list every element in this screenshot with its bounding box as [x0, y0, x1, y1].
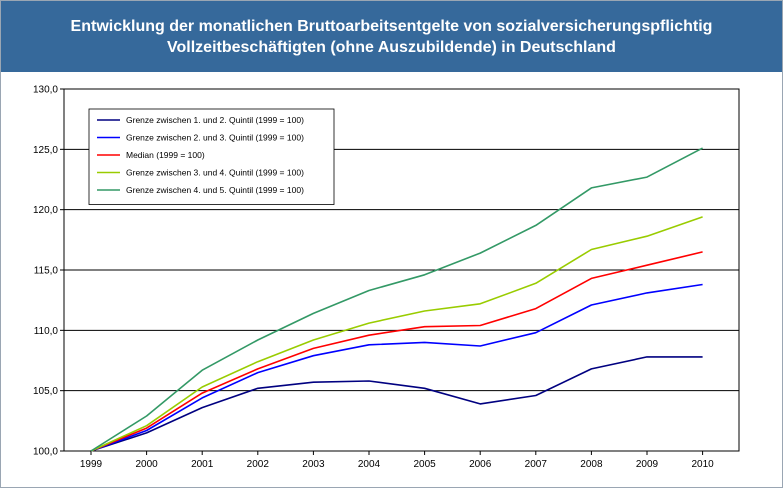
y-tick-label: 130,0 [33, 85, 58, 96]
series-line-4 [90, 216, 703, 452]
legend-label-1: Grenze zwischen 1. und 2. Quintil (1999 … [126, 115, 304, 125]
series-line-5 [90, 147, 703, 452]
y-tick-label: 105,0 [33, 386, 58, 397]
y-tick-label: 125,0 [33, 145, 58, 156]
legend-label-5: Grenze zwischen 4. und 5. Quintil (1999 … [126, 185, 304, 195]
series-lines [90, 147, 703, 452]
x-tick-label: 1999 [80, 459, 103, 470]
x-tick-label: 2009 [636, 459, 659, 470]
y-tick-label: 100,0 [33, 447, 58, 458]
x-tick-label: 2005 [413, 459, 436, 470]
x-tick-label: 2001 [191, 459, 214, 470]
x-tick-label: 2003 [302, 459, 325, 470]
y-tick-label: 115,0 [34, 266, 59, 277]
title-banner: Entwicklung der monatlichen Bruttoarbeit… [1, 1, 782, 72]
legend-box [88, 108, 335, 205]
series-line-3 [90, 251, 703, 452]
series-line-1 [90, 356, 703, 452]
legend: Grenze zwischen 1. und 2. Quintil (1999 … [88, 108, 335, 205]
line-chart: 100,0 105,0 110,0 115,0 120,0 125,0 130,0 1999… [33, 85, 740, 470]
legend-label-3: Median (1999 = 100) [126, 150, 205, 160]
x-tick-label: 2008 [580, 459, 603, 470]
legend-label-2: Grenze zwischen 2. und 3. Quintil (1999 … [126, 133, 304, 143]
x-tick-label: 2010 [691, 459, 714, 470]
x-tick-label: 2007 [525, 459, 548, 470]
x-tick-label: 2000 [135, 459, 158, 470]
y-tick-label: 110,0 [34, 326, 59, 337]
x-tick-label: 2004 [358, 459, 381, 470]
chart-title-line-1: Entwicklung der monatlichen Bruttoarbeit… [70, 17, 713, 35]
x-axis-tick-labels: 1999 2000 2001 2002 2003 2004 2005 2006 2007 2008… [80, 459, 714, 470]
series-line-2 [90, 283, 703, 452]
chart-title-line-2: Vollzeitbeschäftigten (ohne Auszubildend… [167, 38, 616, 56]
x-tick-label: 2002 [247, 459, 270, 470]
legend-label-4: Grenze zwischen 3. und 4. Quintil (1999 … [126, 168, 304, 178]
y-tick-label: 120,0 [33, 205, 58, 216]
x-tick-label: 2006 [469, 459, 492, 470]
y-axis-tick-labels: 100,0 105,0 110,0 115,0 120,0 125,0 130,0 [33, 85, 58, 458]
